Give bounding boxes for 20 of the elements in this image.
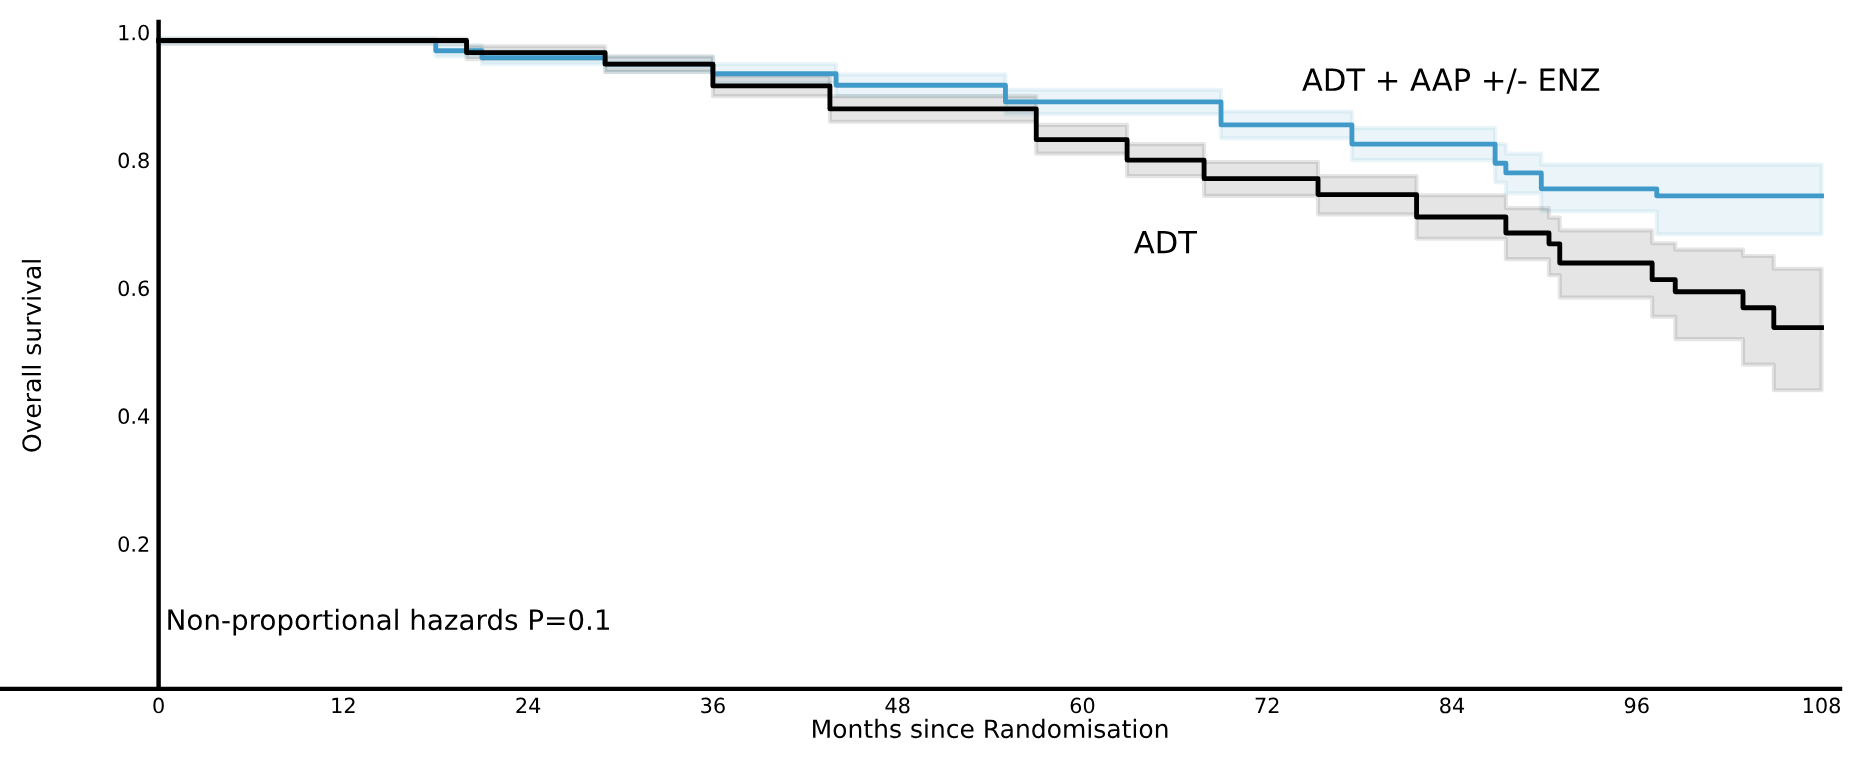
x-tick-label: 12	[332, 697, 355, 714]
x-tick-label: 108	[1803, 697, 1840, 714]
x-tick-label: 36	[701, 697, 725, 714]
y-axis-title: Overall survival	[21, 260, 42, 452]
series-label: ADT	[1134, 230, 1197, 254]
annotation: Non-proportional hazards P=0.1	[168, 608, 609, 636]
x-tick-label: 24	[516, 697, 541, 714]
x-tick-label: 48	[885, 697, 910, 714]
x-tick-label: 60	[1070, 697, 1095, 714]
series-label: ADT + AAP +/- ENZ	[1302, 68, 1600, 94]
y-tick-label: 0.8	[118, 152, 149, 169]
x-tick-label: 0	[153, 697, 164, 714]
y-tick-label: 1.0	[119, 24, 149, 41]
x-axis-title: Months since Randomisation	[813, 718, 1168, 739]
y-tick-label: 0.6	[118, 280, 149, 297]
x-tick-label: 84	[1440, 697, 1465, 714]
x-tick-label: 72	[1255, 697, 1279, 714]
y-tick-label: 0.4	[118, 408, 150, 425]
y-tick-label: 0.2	[118, 536, 149, 552]
x-tick-label: 96	[1624, 697, 1649, 714]
